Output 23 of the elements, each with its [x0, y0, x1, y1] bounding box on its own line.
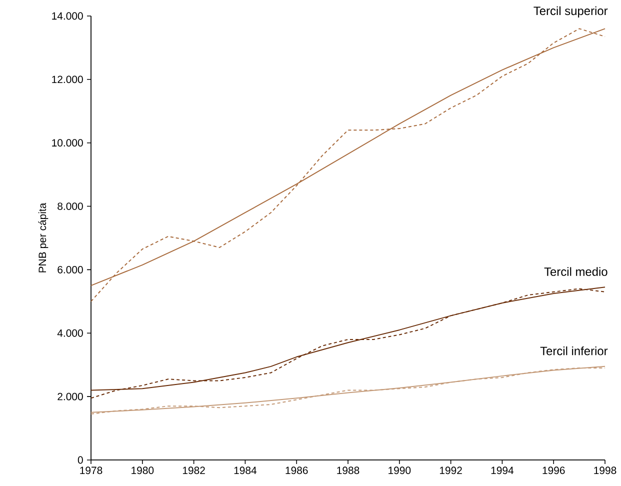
y-tick-label: 10.000: [52, 139, 83, 147]
x-tick-label: 1988: [337, 466, 360, 474]
series-label: Tercil inferior: [540, 346, 608, 356]
x-tick-label: 1990: [388, 466, 411, 474]
series-label: Tercil superior: [534, 6, 608, 18]
x-tick-label: 1996: [542, 466, 565, 474]
y-tick-label: 2.000: [58, 392, 83, 400]
x-tick-label: 1980: [132, 466, 154, 474]
x-tick-label: 1998: [594, 466, 616, 474]
series-label: Tercil medio: [544, 267, 608, 276]
y-tick-label: 6.000: [58, 266, 83, 274]
y-tick-label: 12.000: [52, 76, 83, 84]
x-tick-label: 1994: [491, 466, 514, 474]
x-tick-label: 1984: [234, 466, 257, 474]
x-tick-label: 1978: [80, 466, 102, 474]
y-tick-label: 0: [78, 456, 83, 464]
x-tick-label: 1986: [286, 466, 308, 474]
x-tick-label: 1992: [440, 466, 462, 474]
y-tick-label: 4.000: [57, 329, 83, 337]
y-axis-title: PNB per cápita: [38, 202, 48, 272]
y-tick-label: 14.000: [52, 12, 83, 20]
x-tick-label: 1982: [182, 466, 205, 474]
y-tick-label: 8.000: [58, 202, 83, 210]
